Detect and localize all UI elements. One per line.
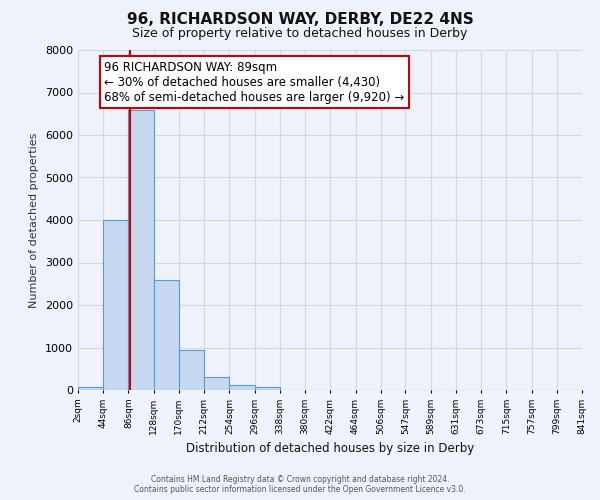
- Bar: [179, 350, 204, 390]
- Text: Contains HM Land Registry data © Crown copyright and database right 2024.
Contai: Contains HM Land Registry data © Crown c…: [134, 474, 466, 494]
- Text: Size of property relative to detached houses in Derby: Size of property relative to detached ho…: [133, 28, 467, 40]
- Y-axis label: Number of detached properties: Number of detached properties: [29, 132, 40, 308]
- Bar: [103, 220, 128, 390]
- Bar: [78, 388, 103, 390]
- Bar: [229, 386, 254, 390]
- Bar: [254, 388, 280, 390]
- Text: 96, RICHARDSON WAY, DERBY, DE22 4NS: 96, RICHARDSON WAY, DERBY, DE22 4NS: [127, 12, 473, 28]
- Text: 96 RICHARDSON WAY: 89sqm
← 30% of detached houses are smaller (4,430)
68% of sem: 96 RICHARDSON WAY: 89sqm ← 30% of detach…: [104, 60, 404, 104]
- X-axis label: Distribution of detached houses by size in Derby: Distribution of detached houses by size …: [186, 442, 474, 456]
- Bar: [128, 110, 154, 390]
- Bar: [204, 377, 229, 390]
- Bar: [154, 280, 179, 390]
